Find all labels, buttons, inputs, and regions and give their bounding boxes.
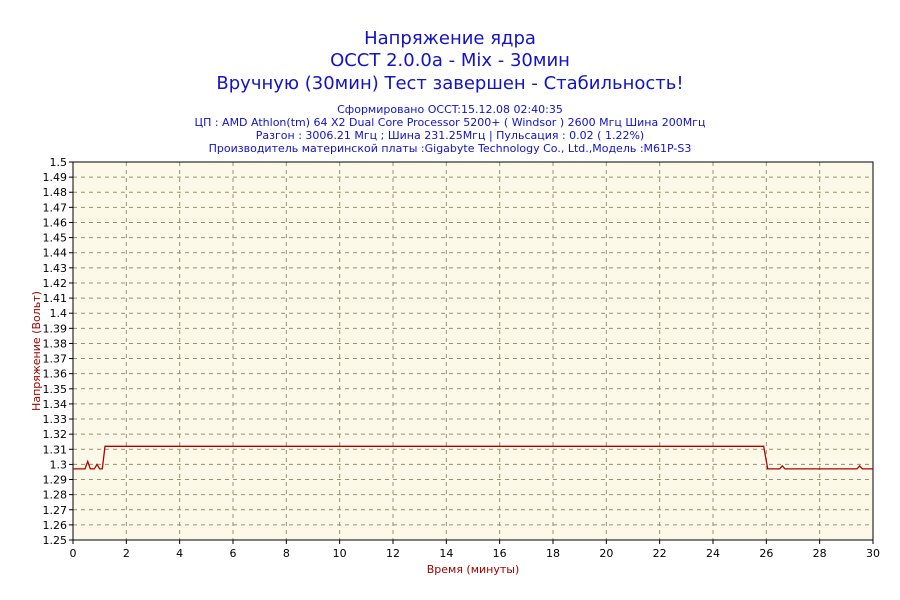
y-tick-label: 1.34 xyxy=(43,398,68,411)
y-tick-label: 1.43 xyxy=(43,262,68,275)
y-tick-label: 1.25 xyxy=(43,534,68,547)
y-tick-label: 1.27 xyxy=(43,504,68,517)
y-axis-label: Напряжение (Вольт) xyxy=(30,291,43,411)
y-tick-label: 1.41 xyxy=(43,292,68,305)
y-tick-label: 1.39 xyxy=(43,322,68,335)
motherboard-info: Производитель материнской платы :Gigabyt… xyxy=(208,142,692,155)
x-tick-label: 18 xyxy=(546,547,560,560)
y-tick-label: 1.26 xyxy=(43,519,68,532)
x-tick-label: 6 xyxy=(230,547,237,560)
grid-lines xyxy=(73,162,873,540)
chart-status-title: Вручную (30мин) Тест завершен - Стабильн… xyxy=(216,73,684,94)
y-tick-label: 1.29 xyxy=(43,474,68,487)
x-tick-label: 26 xyxy=(759,547,773,560)
y-tick-label: 1.28 xyxy=(43,489,68,502)
x-tick-label: 16 xyxy=(493,547,507,560)
y-tick-label: 1.5 xyxy=(50,156,68,169)
x-tick-label: 12 xyxy=(386,547,400,560)
y-tick-label: 1.37 xyxy=(43,353,68,366)
y-tick-label: 1.32 xyxy=(43,428,68,441)
y-axis: 1.25 1.26 1.27 1.28 1.29 1.3 1.31 1.32 1.33 1.34 1… xyxy=(43,156,73,547)
plot-area xyxy=(73,162,873,540)
y-tick-label: 1.38 xyxy=(43,337,68,350)
plot-frame xyxy=(72,161,874,541)
series-line xyxy=(73,445,873,470)
y-tick-label: 1.44 xyxy=(43,247,68,260)
y-tick-label: 1.33 xyxy=(43,413,68,426)
cpu-info: ЦП : AMD Athlon(tm) 64 X2 Dual Core Proc… xyxy=(194,116,706,129)
x-tick-label: 0 xyxy=(70,547,77,560)
x-tick-label: 24 xyxy=(706,547,720,560)
y-tick-label: 1.47 xyxy=(43,201,68,214)
x-tick-label: 30 xyxy=(866,547,880,560)
chart-title: Напряжение ядра xyxy=(364,28,536,49)
y-tick-label: 1.36 xyxy=(43,368,68,381)
x-tick-label: 10 xyxy=(333,547,347,560)
y-tick-label: 1.3 xyxy=(50,458,68,471)
x-tick-label: 14 xyxy=(439,547,453,560)
y-tick-label: 1.31 xyxy=(43,443,68,456)
x-tick-label: 8 xyxy=(283,547,290,560)
y-tick-label: 1.48 xyxy=(43,186,68,199)
y-tick-label: 1.42 xyxy=(43,277,68,290)
chart-subtitle: OCCT 2.0.0a - Mix - 30мин xyxy=(330,50,570,71)
y-tick-label: 1.35 xyxy=(43,383,68,396)
x-tick-label: 20 xyxy=(599,547,613,560)
x-tick-label: 22 xyxy=(653,547,667,560)
overclock-info: Разгон : 3006.21 Мгц ; Шина 231.25Мгц | … xyxy=(255,129,645,142)
x-axis-label: Время (минуты) xyxy=(427,563,520,576)
x-axis: 0 2 4 6 8 10 12 14 16 18 20 22 24 26 28 30 xyxy=(70,540,880,560)
y-tick-label: 1.46 xyxy=(43,216,68,229)
y-tick-label: 1.4 xyxy=(50,307,68,320)
y-tick-label: 1.45 xyxy=(43,232,68,245)
y-tick-label: 1.49 xyxy=(43,171,68,184)
x-tick-label: 2 xyxy=(123,547,130,560)
x-tick-label: 4 xyxy=(176,547,183,560)
generated-info: Сформировано OCCT:15.12.08 02:40:35 xyxy=(337,103,563,116)
x-tick-label: 28 xyxy=(813,547,827,560)
